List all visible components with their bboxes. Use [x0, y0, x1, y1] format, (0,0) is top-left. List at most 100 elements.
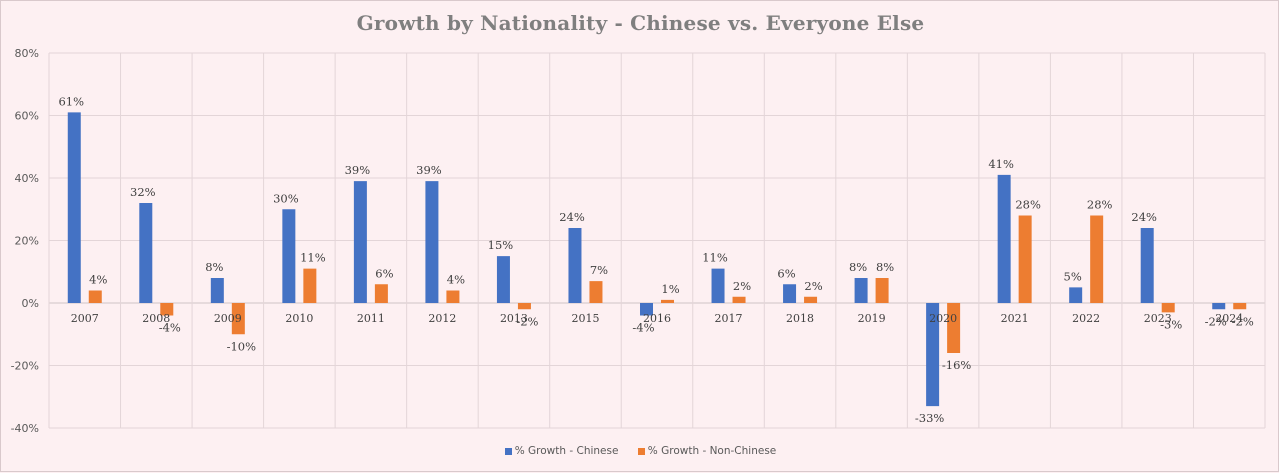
bar-non-chinese-2010: [303, 268, 317, 303]
x-tick-label: 2012: [428, 312, 456, 325]
data-label-non-chinese-2015: 7%: [590, 263, 608, 277]
data-label-non-chinese-2022: 28%: [1087, 198, 1113, 212]
data-label-non-chinese-2011: 6%: [375, 266, 393, 280]
x-tick-label: 2007: [71, 312, 99, 325]
bar-chinese-2023: [1140, 228, 1154, 303]
data-label-non-chinese-2018: 2%: [804, 279, 822, 293]
bar-non-chinese-2021: [1018, 215, 1032, 303]
bar-non-chinese-2009: [231, 303, 245, 335]
data-label-non-chinese-2016: 1%: [661, 282, 679, 296]
bar-chinese-2010: [282, 209, 296, 303]
data-label-chinese-2017: 11%: [702, 251, 728, 265]
data-label-chinese-2024: -2%: [1205, 314, 1227, 328]
x-tick-label: 2016: [643, 312, 671, 325]
bar-non-chinese-2007: [88, 290, 102, 303]
bar-chinese-2017: [711, 268, 725, 303]
x-tick-label: 2019: [858, 312, 886, 325]
bar-chinese-2021: [997, 174, 1011, 303]
data-label-non-chinese-2021: 28%: [1015, 198, 1041, 212]
data-label-chinese-2020: -33%: [915, 411, 945, 425]
bar-chinese-2013: [496, 256, 510, 303]
x-tick-label: 2013: [500, 312, 528, 325]
bar-non-chinese-2015: [589, 281, 603, 303]
bar-non-chinese-2012: [446, 290, 460, 303]
bar-chinese-2009: [210, 278, 224, 303]
data-label-non-chinese-2013: -2%: [516, 314, 538, 328]
x-tick-label: 2024: [1215, 312, 1243, 325]
bar-non-chinese-2020: [947, 303, 961, 353]
y-tick-label: -40%: [11, 422, 39, 435]
data-label-non-chinese-2024: -2%: [1232, 314, 1254, 328]
bar-chinese-2019: [854, 278, 868, 303]
data-label-chinese-2023: 24%: [1131, 210, 1157, 224]
bar-chinese-2022: [1069, 287, 1083, 303]
legend-label-chinese: % Growth - Chinese: [514, 445, 619, 457]
bar-chinese-2007: [67, 112, 81, 303]
data-label-non-chinese-2007: 4%: [89, 273, 107, 287]
data-label-chinese-2018: 6%: [777, 266, 795, 280]
x-tick-label: 2021: [1001, 312, 1029, 325]
bar-non-chinese-2013: [517, 303, 531, 310]
x-tick-label: 2018: [786, 312, 814, 325]
bar-chinese-2011: [353, 181, 367, 303]
data-label-chinese-2012: 39%: [416, 163, 442, 177]
bar-non-chinese-2024: [1233, 303, 1247, 310]
data-label-chinese-2011: 39%: [345, 163, 371, 177]
bar-non-chinese-2023: [1161, 303, 1175, 313]
data-label-chinese-2015: 24%: [559, 210, 585, 224]
bar-chinese-2024: [1212, 303, 1226, 310]
bar-chinese-2020: [926, 303, 940, 407]
data-label-chinese-2022: 5%: [1064, 269, 1082, 283]
y-tick-label: 40%: [15, 172, 39, 185]
data-label-chinese-2008: 32%: [130, 185, 156, 199]
x-tick-label: 2022: [1072, 312, 1100, 325]
x-tick-label: 2008: [142, 312, 170, 325]
x-tick-label: 2011: [357, 312, 385, 325]
y-tick-label: -20%: [11, 360, 39, 373]
bar-non-chinese-2011: [374, 284, 388, 303]
bar-chinese-2008: [139, 203, 153, 303]
x-tick-label: 2023: [1144, 312, 1172, 325]
data-label-non-chinese-2009: -10%: [227, 339, 257, 353]
x-tick-label: 2017: [715, 312, 743, 325]
x-tick-label: 2009: [214, 312, 242, 325]
bar-non-chinese-2022: [1090, 215, 1104, 303]
data-label-chinese-2009: 8%: [205, 260, 223, 274]
x-tick-label: 2010: [285, 312, 313, 325]
data-label-non-chinese-2023: -3%: [1160, 317, 1182, 331]
y-tick-label: 60%: [15, 110, 39, 123]
data-label-non-chinese-2008: -4%: [159, 321, 181, 335]
data-label-non-chinese-2017: 2%: [733, 279, 751, 293]
chart-title: Growth by Nationality - Chinese vs. Ever…: [356, 11, 925, 35]
data-label-chinese-2019: 8%: [849, 260, 867, 274]
legend-item-non-chinese: % Growth - Non-Chinese: [637, 445, 777, 457]
data-label-non-chinese-2010: 11%: [300, 251, 326, 265]
data-label-chinese-2013: 15%: [488, 238, 514, 252]
bar-chinese-2016: [640, 303, 653, 316]
legend-swatch-chinese: [504, 447, 512, 455]
data-label-non-chinese-2012: 4%: [447, 273, 465, 287]
x-tick-label: 2020: [929, 312, 957, 325]
x-tick-label: 2015: [571, 312, 599, 325]
y-tick-label: 20%: [15, 235, 39, 248]
data-label-non-chinese-2019: 8%: [876, 260, 894, 274]
legend-label-non-chinese: % Growth - Non-Chinese: [647, 445, 777, 457]
legend-swatch-non-chinese: [637, 447, 645, 455]
data-label-chinese-2016: -4%: [632, 321, 654, 335]
bar-non-chinese-2017: [732, 296, 746, 303]
y-tick-label: 80%: [15, 47, 39, 60]
bar-non-chinese-2008: [160, 303, 174, 316]
legend-item-chinese: % Growth - Chinese: [504, 445, 619, 457]
y-tick-label: 0%: [22, 297, 39, 310]
bar-chinese-2018: [783, 284, 797, 303]
bar-non-chinese-2016: [661, 299, 674, 303]
data-label-chinese-2007: 61%: [58, 94, 84, 108]
bar-non-chinese-2018: [804, 296, 818, 303]
bar-chinese-2015: [568, 228, 582, 303]
bar-non-chinese-2019: [875, 278, 889, 303]
data-label-non-chinese-2020: -16%: [942, 358, 972, 372]
data-label-chinese-2010: 30%: [273, 191, 299, 205]
legend: % Growth - Chinese % Growth - Non-Chines…: [1, 445, 1279, 458]
